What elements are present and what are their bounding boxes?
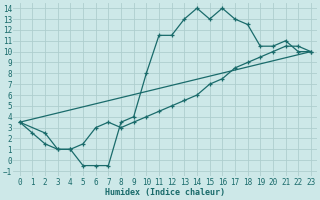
X-axis label: Humidex (Indice chaleur): Humidex (Indice chaleur) (105, 188, 225, 197)
